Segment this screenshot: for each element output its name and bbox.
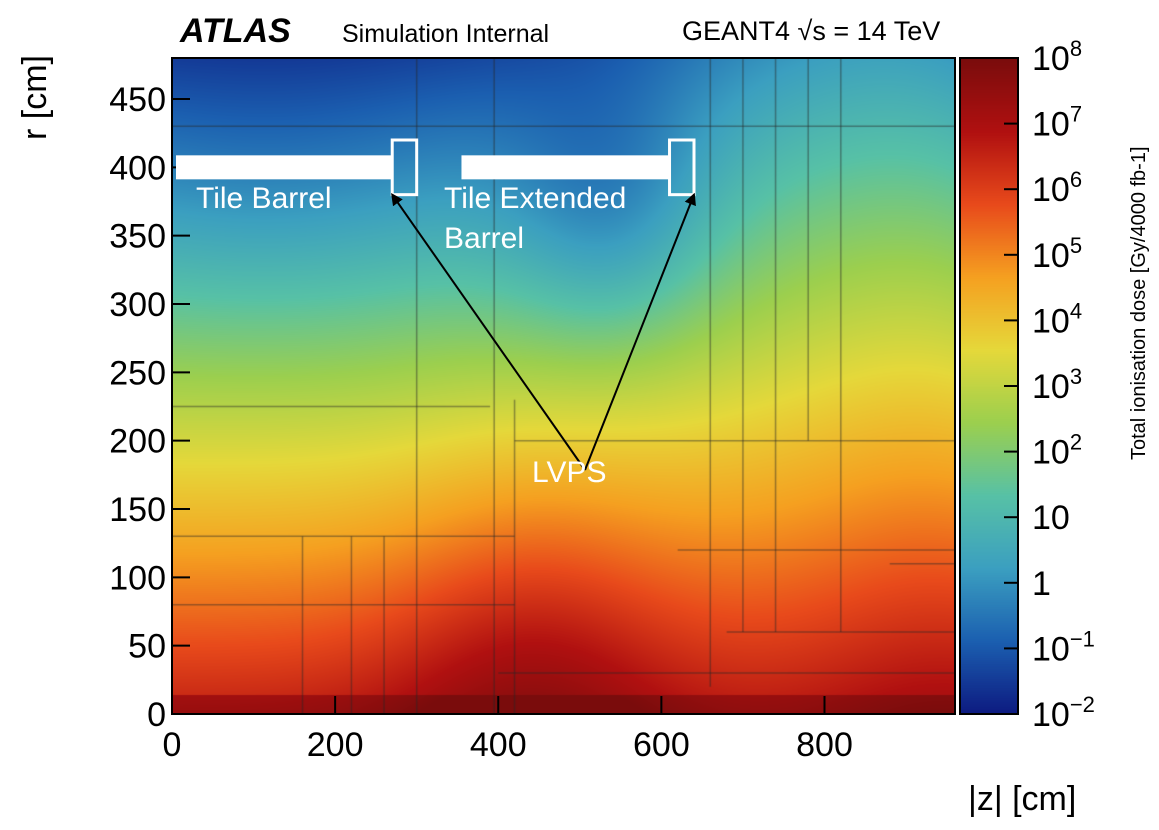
tile-region-bar: [176, 155, 393, 180]
y-tick-label: 150: [109, 491, 166, 529]
colorbar-tick-label: 107: [1032, 102, 1082, 144]
y-tick-label: 0: [147, 696, 166, 734]
x-tick-label: 200: [307, 726, 364, 764]
y-tick-label: 100: [109, 559, 166, 597]
plot-frame: [171, 57, 956, 715]
lvps-arrow: [584, 192, 696, 471]
colorbar-tick-label: 10−2: [1032, 692, 1095, 734]
y-tick-label: 450: [109, 81, 166, 119]
y-tick-label: 200: [109, 423, 166, 461]
x-axis-label: |z| [cm]: [968, 780, 1077, 818]
y-tick-label: 250: [109, 354, 166, 392]
y-tick-label: 400: [109, 149, 166, 187]
colorbar-axis-label: Total ionisation dose [Gy/4000 fb-1]: [1128, 146, 1150, 460]
sqrt-s-symbol: √s: [797, 16, 834, 46]
annotation-marks: [176, 138, 696, 471]
colorbar-tick-label: 1: [1032, 565, 1051, 603]
axes: 0 200 400 600 800 0 50 100 150 200 250 300 350 400 450…: [109, 36, 1095, 764]
y-tick-label: 350: [109, 218, 166, 256]
subtitle-label: Simulation Internal: [342, 20, 550, 48]
colorbar-tick-label: 108: [1032, 36, 1082, 78]
colorbar-tick-label: 104: [1032, 298, 1082, 340]
colorbar-tick-label: 10−1: [1032, 626, 1095, 668]
lvps-box: [668, 138, 696, 197]
x-tick-label: 0: [163, 726, 182, 764]
x-tick-label: 600: [633, 726, 690, 764]
y-axis-label: r [cm]: [16, 55, 54, 140]
colorbar-tick-label: 10: [1032, 499, 1070, 537]
tile-barrel-label: Tile Barrel: [196, 182, 332, 215]
y-tick-label: 300: [109, 286, 166, 324]
tile-extended-label: Tile Extended: [444, 182, 627, 215]
x-tick-label: 400: [470, 726, 527, 764]
colorbar-tick-label: 102: [1032, 430, 1082, 472]
tile-region-bar: [461, 155, 670, 180]
colorbar-tick-label: 105: [1032, 233, 1082, 275]
lvps-label: LVPS: [532, 456, 607, 489]
lvps-arrow: [391, 193, 586, 471]
experiment-label: ATLAS: [180, 12, 291, 50]
colorbar-tick-label: 103: [1032, 364, 1082, 406]
energy-value: = 14 TeV: [833, 16, 941, 46]
colorbar-tick-label: 106: [1032, 167, 1082, 209]
tile-extended-label-line2: Barrel: [444, 222, 525, 255]
energy-label: GEANT4 √s = 14 TeV: [682, 16, 940, 47]
lvps-box: [390, 138, 419, 197]
x-tick-label: 800: [796, 726, 853, 764]
generator-label: GEANT4: [682, 16, 791, 46]
y-tick-label: 50: [128, 628, 166, 666]
